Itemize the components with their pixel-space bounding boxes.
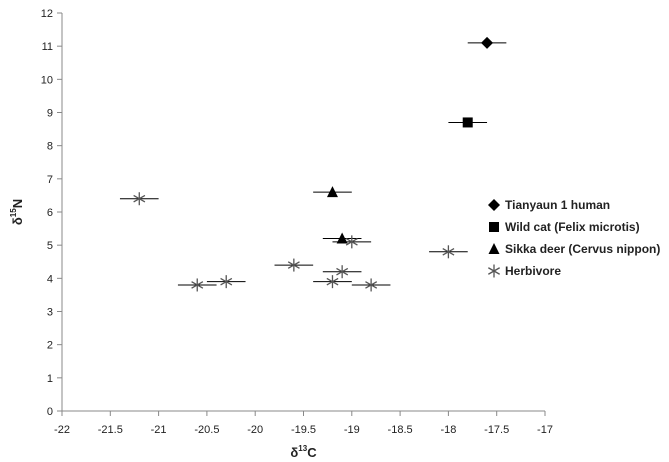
y-axis-title-sup: 15 xyxy=(9,208,18,217)
x-tick-label: -19.5 xyxy=(291,424,316,436)
y-tick-label: 10 xyxy=(41,74,53,86)
data-point-triangle xyxy=(326,186,338,198)
data-point-asterisk xyxy=(365,278,378,292)
y-tick-label: 7 xyxy=(47,174,53,186)
y-axis-title-main: δ xyxy=(10,217,25,225)
legend-item-human: Tianyaun 1 human xyxy=(488,198,610,212)
legend-item-herbivore: Herbivore xyxy=(488,264,561,278)
axes xyxy=(61,13,545,412)
data-point-diamond xyxy=(481,36,494,49)
x-tick-label: -20 xyxy=(247,424,263,436)
x-tick-label: -21 xyxy=(151,424,167,436)
data-point-asterisk xyxy=(133,192,146,206)
y-axis-title: δ15N xyxy=(9,199,25,225)
x-tick-label: -22 xyxy=(54,424,70,436)
data-point-triangle xyxy=(336,232,348,244)
y-tick-label: 5 xyxy=(47,240,53,252)
legend-symbol-diamond xyxy=(488,199,500,211)
x-tick-label: -21.5 xyxy=(98,424,123,436)
y-tick-label: 2 xyxy=(47,340,53,352)
y-tick-label: 12 xyxy=(41,8,53,20)
x-tick-label: -18 xyxy=(440,424,456,436)
x-tick-label: -18.5 xyxy=(388,424,413,436)
y-tick-label: 0 xyxy=(47,406,53,418)
legend-symbol-asterisk xyxy=(488,264,500,278)
data-point-asterisk xyxy=(287,258,300,272)
data-point-asterisk xyxy=(345,235,358,249)
data-point-asterisk xyxy=(326,275,339,289)
y-tick-label: 11 xyxy=(42,41,53,53)
data-point-square xyxy=(462,117,473,128)
y-tick-label: 4 xyxy=(47,273,53,285)
legend-symbol-triangle xyxy=(488,243,500,254)
x-tick-label: -19 xyxy=(344,424,360,436)
data-points xyxy=(133,36,494,292)
legend-label-wild-cat: Wild cat (Felix microtis) xyxy=(505,220,640,234)
data-point-asterisk xyxy=(191,278,204,292)
x-axis-title-tail: C xyxy=(307,445,317,460)
legend-marker-square xyxy=(489,222,499,232)
legend-marker-triangle xyxy=(488,243,500,254)
data-point-asterisk xyxy=(220,275,233,289)
legend-label-sikka-deer: Sikka deer (Cervus nippon) xyxy=(505,242,660,256)
x-tick-label: -20.5 xyxy=(194,424,219,436)
legend-item-sikka-deer: Sikka deer (Cervus nippon) xyxy=(488,242,660,256)
legend-symbol-square xyxy=(489,222,499,232)
legend-marker-diamond xyxy=(488,199,500,211)
legend-label-human: Tianyaun 1 human xyxy=(505,198,610,212)
y-axis-title-tail: N xyxy=(10,199,25,208)
legend-item-wild-cat: Wild cat (Felix microtis) xyxy=(489,220,640,234)
data-point-asterisk xyxy=(336,265,349,279)
y-tick-label: 9 xyxy=(47,108,53,120)
x-tick-label: -17 xyxy=(537,424,553,436)
y-tick-label: 1 xyxy=(47,373,53,385)
legend-label-herbivore: Herbivore xyxy=(505,264,561,278)
y-tick-label: 8 xyxy=(47,141,53,153)
data-point-asterisk xyxy=(442,245,455,259)
legend: Tianyaun 1 human Wild cat (Felix microti… xyxy=(488,198,660,278)
x-axis-title: δ13C xyxy=(290,444,317,460)
x-axis-title-main: δ xyxy=(290,445,298,460)
x-tick-labels: -22 -21.5 -21 -20.5 -20 -19.5 -19 -18.5 -18 -17.5… xyxy=(54,411,553,436)
legend-marker-asterisk xyxy=(488,264,500,278)
x-axis-title-sup: 13 xyxy=(298,444,307,453)
y-tick-label: 3 xyxy=(47,307,53,319)
x-tick-label: -17.5 xyxy=(484,424,509,436)
y-tick-label: 6 xyxy=(47,207,53,219)
